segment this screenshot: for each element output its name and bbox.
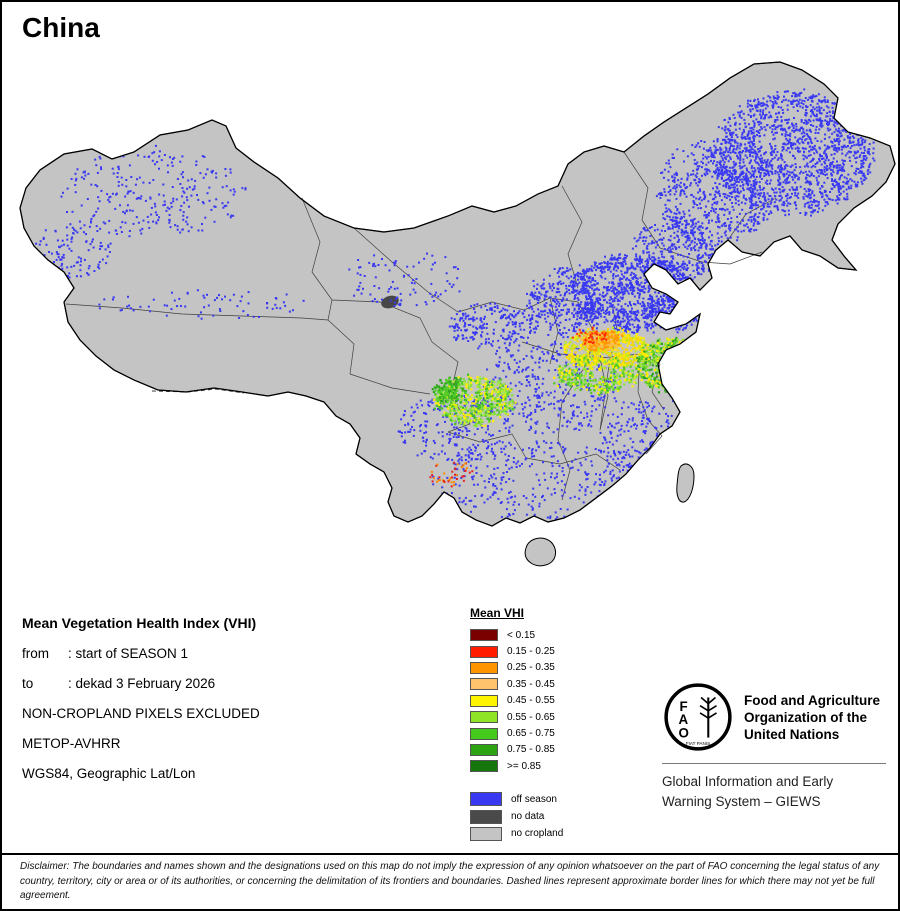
legend-item: 0.55 - 0.65 <box>470 709 563 725</box>
legend-color-swatch <box>470 711 498 724</box>
vhi-legend: Mean VHI < 0.15 0.15 - 0.25 0.25 - 0.35 0.3… <box>470 606 563 843</box>
legend-color-swatch <box>470 760 498 773</box>
legend-label: < 0.15 <box>507 629 536 641</box>
legend-color-swatch <box>470 661 498 674</box>
info-to-row: to : dekad 3 February 2026 <box>22 668 260 698</box>
fao-block: F A O FIAT PANIS Food and Agriculture Org… <box>662 681 886 812</box>
china-map-svg <box>19 61 896 567</box>
to-value: : dekad 3 February 2026 <box>68 675 216 691</box>
legend-label: 0.25 - 0.35 <box>507 662 555 674</box>
info-from-row: from : start of SEASON 1 <box>22 638 260 668</box>
hainan-island <box>524 537 557 567</box>
legend-label: off season <box>511 793 557 805</box>
legend-label: 0.55 - 0.65 <box>507 711 555 723</box>
from-label: from <box>22 645 49 661</box>
giews-name: Global Information and Early Warning Syst… <box>662 774 834 809</box>
info-projection: WGS84, Geographic Lat/Lon <box>22 765 196 781</box>
page-title: China <box>22 12 100 43</box>
legend-label: 0.35 - 0.45 <box>507 678 555 690</box>
legend-item: no data <box>470 808 563 825</box>
info-block: Mean Vegetation Health Index (VHI) from … <box>22 608 260 788</box>
legend-color-swatch <box>470 678 498 691</box>
legend-item: 0.45 - 0.55 <box>470 693 563 709</box>
china-map <box>2 2 898 602</box>
legend-color-swatch <box>470 727 498 740</box>
legend-color-swatch <box>470 826 502 841</box>
legend-label: 0.75 - 0.85 <box>507 744 555 756</box>
org-divider <box>662 763 886 764</box>
from-value: : start of SEASON 1 <box>68 645 189 661</box>
legend-item: 0.75 - 0.85 <box>470 742 563 758</box>
legend-item: < 0.15 <box>470 627 563 643</box>
disclaimer-divider <box>2 853 898 855</box>
info-sensor: METOP-AVHRR <box>22 735 121 751</box>
legend-item: 0.25 - 0.35 <box>470 660 563 676</box>
dashed-border-line <box>151 388 245 394</box>
legend-label: 0.15 - 0.25 <box>507 646 555 658</box>
legend-label: no data <box>511 811 545 823</box>
legend-item: no cropland <box>470 825 563 842</box>
fao-name: Food and Agriculture Organization of the U… <box>744 692 880 742</box>
disclaimer-text: Disclaimer: The boundaries and names sho… <box>20 861 880 901</box>
legend-item: off season <box>470 791 563 808</box>
legend-label: 0.45 - 0.55 <box>507 695 555 707</box>
legend-color-swatch <box>470 809 502 824</box>
legend-item: >= 0.85 <box>470 758 563 774</box>
fao-header: F A O FIAT PANIS Food and Agriculture Org… <box>662 681 886 753</box>
legend-color-swatch <box>470 645 498 658</box>
legend-extra-items: off season no data no cropland <box>470 791 563 843</box>
legend-label: no cropland <box>511 828 564 840</box>
legend-label: 0.65 - 0.75 <box>507 728 555 740</box>
legend-color-swatch <box>470 743 498 756</box>
info-cropland-note: NON-CROPLAND PIXELS EXCLUDED <box>22 705 260 721</box>
legend-label: >= 0.85 <box>507 760 541 772</box>
legend-color-swatch <box>470 694 498 707</box>
fao-logo-icon: F A O FIAT PANIS <box>664 683 732 751</box>
legend-item: 0.35 - 0.45 <box>470 676 563 692</box>
to-label: to <box>22 675 34 691</box>
legend-item: 0.15 - 0.25 <box>470 643 563 659</box>
legend-color-swatch <box>470 629 498 642</box>
info-heading: Mean Vegetation Health Index (VHI) <box>22 615 257 631</box>
taiwan-island <box>676 463 695 503</box>
legend-color-swatch <box>470 792 502 807</box>
legend-title: Mean VHI <box>470 606 525 620</box>
legend-items: < 0.15 0.15 - 0.25 0.25 - 0.35 0.35 - 0.45 0… <box>470 627 563 775</box>
legend-item: 0.65 - 0.75 <box>470 725 563 741</box>
